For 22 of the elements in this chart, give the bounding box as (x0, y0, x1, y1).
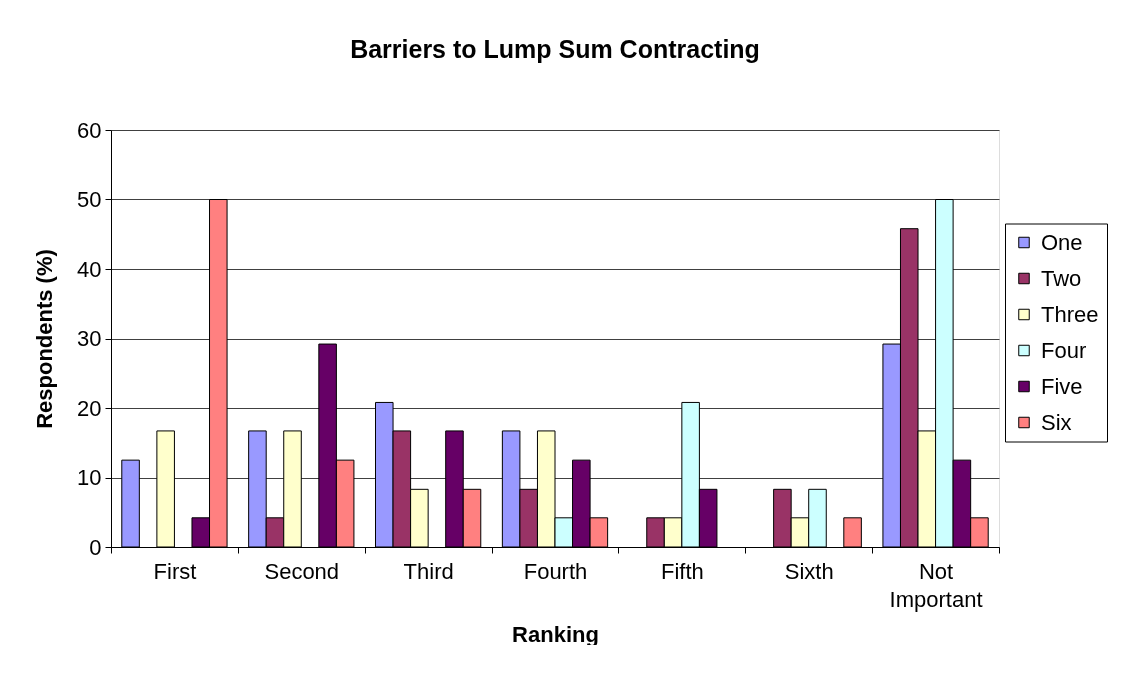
y-tick-label: 50 (77, 187, 102, 212)
legend-label: One (1041, 229, 1083, 255)
x-tick-label: Third (403, 558, 454, 584)
y-tick-label: 30 (77, 326, 102, 351)
y-tick-label: 60 (77, 117, 102, 143)
y-tick-label: 10 (77, 465, 102, 490)
x-tick-label: Sixth (784, 558, 834, 584)
legend-label: Two (1041, 265, 1082, 291)
x-tick-label: Fifth (660, 558, 704, 584)
x-tick-label: Second (264, 558, 340, 584)
legend-label: Five (1041, 373, 1083, 399)
chart-title: Barriers to Lump Sum Contracting (350, 35, 760, 63)
y-axis-title: Respondents (%) (32, 249, 58, 429)
y-tick-label: 0 (89, 534, 102, 560)
legend-label: Six (1041, 409, 1072, 435)
x-tick-label: Not Important (889, 558, 983, 612)
legend-label: Four (1041, 337, 1087, 363)
y-tick-label: 40 (77, 256, 102, 282)
y-tick-label: 20 (77, 395, 102, 421)
legend-label: Three (1041, 301, 1099, 327)
x-tick-label: Fourth (523, 558, 588, 584)
x-tick-label: First (153, 558, 197, 584)
